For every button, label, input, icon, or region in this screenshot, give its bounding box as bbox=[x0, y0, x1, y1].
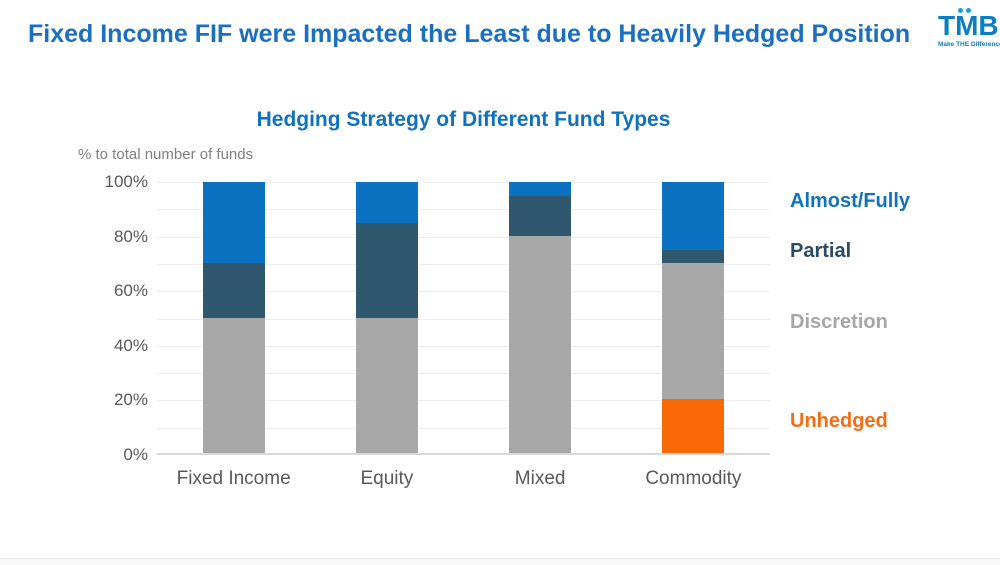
tmb-logo-letters: TMB bbox=[938, 10, 999, 41]
tmb-logo-dots-icon bbox=[958, 8, 978, 14]
tmb-logo-text: TMB bbox=[938, 8, 999, 41]
bar-commodity bbox=[662, 182, 725, 453]
bar-segment-partial bbox=[355, 222, 418, 318]
slide-bottom-edge bbox=[0, 558, 1000, 565]
bar-segment-partial bbox=[509, 195, 572, 237]
plot-area bbox=[157, 182, 770, 455]
bar-segment-discretion bbox=[202, 317, 265, 453]
bar-mixed bbox=[509, 182, 572, 453]
bar-segment-discretion bbox=[662, 263, 725, 399]
legend-item-unhedged: Unhedged bbox=[790, 410, 888, 432]
y-tick-label-20: 20% bbox=[113, 390, 148, 410]
bar-segment-partial bbox=[202, 263, 265, 318]
gridline-20 bbox=[157, 400, 770, 402]
x-axis-label-equity: Equity bbox=[360, 468, 414, 489]
bar-segment-almost-fully bbox=[662, 182, 725, 250]
tmb-logo-tagline: Make THE Difference bbox=[938, 41, 1000, 48]
y-tick-label-100: 100% bbox=[104, 172, 148, 191]
legend-item-discretion: Discretion bbox=[790, 311, 888, 333]
legend-item-partial: Partial bbox=[790, 240, 852, 262]
y-axis-ticks: 0% 20% 40% 60% 80% 100% bbox=[58, 172, 148, 464]
gridline-40 bbox=[157, 345, 770, 347]
gridline-80 bbox=[157, 236, 770, 238]
tmb-logo: TMB Make THE Difference bbox=[938, 8, 1000, 48]
y-tick-label-80: 80% bbox=[113, 226, 148, 246]
slide-title: Fixed Income FIF were Impacted the Least… bbox=[28, 20, 911, 48]
x-axis-label-fixed-income: Fixed Income bbox=[176, 468, 291, 489]
y-axis-note: % to total number of funds bbox=[78, 146, 254, 163]
gridline-50 bbox=[157, 318, 770, 320]
gridline-60 bbox=[157, 291, 770, 293]
x-axis-label-commodity: Commodity bbox=[645, 468, 742, 489]
bar-segment-almost-fully bbox=[202, 182, 265, 264]
gridline-30 bbox=[157, 373, 770, 375]
bar-fixed-income bbox=[202, 182, 265, 453]
chart-title: Hedging Strategy of Different Fund Types bbox=[256, 108, 671, 131]
y-tick-label-0: 0% bbox=[123, 445, 148, 464]
x-axis-label-mixed: Mixed bbox=[514, 468, 566, 489]
gridline-10 bbox=[157, 427, 770, 429]
y-tick-label-60: 60% bbox=[113, 281, 148, 301]
bar-segment-discretion bbox=[509, 236, 572, 453]
x-axis-labels: Fixed Income Equity Mixed Commodity bbox=[157, 468, 770, 494]
bar-segment-almost-fully bbox=[509, 182, 572, 196]
gridline-90 bbox=[157, 209, 770, 211]
y-tick-label-40: 40% bbox=[113, 335, 148, 355]
bar-equity bbox=[355, 182, 418, 453]
bar-segment-partial bbox=[662, 249, 725, 264]
bar-segment-discretion bbox=[355, 317, 418, 453]
bar-segment-unhedged bbox=[662, 398, 725, 453]
gridline-100 bbox=[157, 182, 770, 183]
legend-item-almost-fully: Almost/Fully bbox=[790, 190, 911, 212]
bar-segment-almost-fully bbox=[355, 182, 418, 223]
gridline-70 bbox=[157, 263, 770, 265]
